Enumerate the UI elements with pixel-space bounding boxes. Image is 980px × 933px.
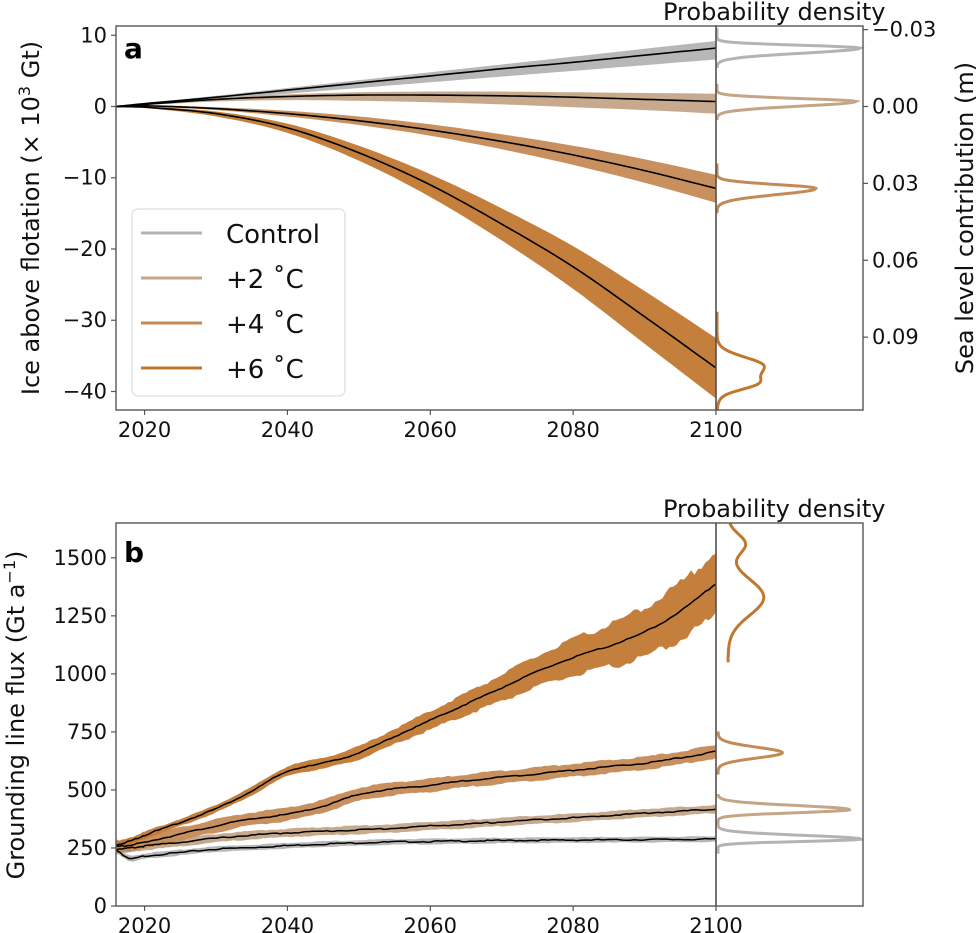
density-curve-2-c	[716, 794, 852, 826]
legend-label: Control	[226, 220, 320, 250]
legend: Control +2 ˚C +4 ˚C +6 ˚C	[131, 208, 346, 397]
panel-a-secondary-ylabel: Sea level contribution (m)	[951, 62, 979, 374]
x-tick-label: 2100	[689, 914, 742, 933]
panel-b-density-title: Probability density	[663, 495, 886, 523]
y-tick-label: 750	[67, 720, 107, 744]
band-4-c	[116, 105, 716, 203]
x-tick-label: 2040	[261, 418, 314, 442]
secondary-y-tick-label: 0.00	[872, 95, 919, 119]
legend-label: +4 ˚C	[226, 310, 304, 340]
y-tick-label: 500	[67, 778, 107, 802]
band-6-c	[116, 553, 716, 849]
x-tick-label: 2020	[118, 418, 171, 442]
density-curve-control	[716, 824, 864, 854]
panel-a-ylabel-tail: Gt)	[17, 41, 45, 86]
y-tick-label: 10	[80, 23, 107, 47]
band-control	[116, 41, 716, 107]
y-tick-label: 250	[67, 836, 107, 860]
x-tick-label: 2080	[546, 914, 599, 933]
y-tick-label: 0	[94, 95, 107, 119]
band-control	[116, 836, 716, 862]
density-curve-6-c	[726, 522, 766, 663]
mean-line-6-c	[115, 583, 717, 847]
secondary-y-tick-label: 0.03	[872, 171, 919, 195]
x-tick-label: 2060	[404, 418, 457, 442]
legend-entry-control: Control	[141, 220, 320, 250]
y-tick-label: 1250	[54, 604, 107, 628]
panel-b-ylabel-sup: −1	[0, 560, 19, 584]
legend-label: +6 ˚C	[226, 355, 304, 385]
y-tick-label: 1500	[54, 546, 107, 570]
panel-a-y-axis: 10 0 −10 −20 −30 −40	[63, 23, 116, 403]
panel-b-mean-lines	[115, 583, 717, 860]
legend-label: +2 ˚C	[226, 265, 304, 295]
y-tick-label: −30	[63, 308, 107, 332]
x-tick-label: 2080	[546, 418, 599, 442]
mean-line-4-c	[115, 750, 717, 848]
panel-b-ylabel-tail: )	[2, 551, 30, 560]
band-4-c	[116, 745, 716, 855]
panel-a-label: a	[124, 32, 143, 65]
secondary-y-tick-label: 0.09	[872, 325, 919, 349]
y-tick-label: −40	[63, 379, 107, 403]
panel-a-x-axis: 2020 2040 2060 2080 2100	[118, 410, 743, 442]
density-curve-4-c	[716, 731, 784, 775]
x-tick-label: 2040	[261, 914, 314, 933]
y-tick-label: 0	[94, 894, 107, 918]
mean-line-2-c	[115, 94, 717, 108]
x-tick-label: 2020	[118, 914, 171, 933]
legend-entry-4-c: +4 ˚C	[141, 310, 304, 340]
mean-line-2-c	[116, 808, 717, 851]
panel-b-density-curves	[716, 522, 864, 854]
panel-a-density-title: Probability density	[663, 0, 886, 26]
density-curve-4-c	[715, 163, 819, 214]
panel-b-y-axis: 0 250 500 750 1000 1250 1500	[54, 546, 116, 918]
panel-b-label: b	[124, 536, 144, 569]
x-tick-label: 2060	[404, 914, 457, 933]
mean-line-6-c	[115, 105, 717, 369]
panel-a-ylabel: Ice above flotation (× 103 Gt)	[15, 41, 45, 395]
x-tick-label: 2100	[689, 418, 742, 442]
secondary-y-tick-label: 0.06	[872, 248, 919, 272]
panel-b: 2020 2040 2060 2080 2100 0 250 500 750 1000 1250 1…	[0, 495, 886, 933]
panel-a-ylabel-main: Ice above flotation (× 10	[17, 96, 45, 395]
y-tick-label: −20	[63, 237, 107, 261]
panel-a-density-curves	[715, 28, 865, 411]
panel-b-x-axis: 2020 2040 2060 2080 2100	[118, 906, 743, 933]
y-tick-label: −10	[63, 166, 107, 190]
legend-entry-6-c: +6 ˚C	[141, 355, 304, 385]
panel-b-ylabel-main: Grounding line flux (Gt a	[2, 584, 30, 880]
panel-a-density-frame	[715, 25, 864, 411]
density-curve-6-c	[715, 311, 766, 411]
density-curve-2-c	[715, 83, 862, 121]
panel-a-secondary-y-axis: −0.03 0.00 0.03 0.06 0.09	[863, 18, 936, 349]
legend-entry-2-c: +2 ˚C	[141, 265, 304, 295]
secondary-y-tick-label: −0.03	[872, 18, 936, 42]
panel-b-ylabel: Grounding line flux (Gt a−1)	[0, 551, 30, 880]
panel-b-uncertainty-bands	[116, 553, 716, 862]
panel-a-ylabel-sup: 3	[15, 86, 34, 96]
mean-line-control	[115, 837, 717, 860]
mean-line-4-c	[115, 105, 717, 190]
panel-b-density-frame	[715, 522, 864, 907]
y-tick-label: 1000	[54, 662, 107, 686]
band-2-c	[116, 804, 716, 854]
legend-box	[131, 208, 346, 397]
panel-a-mean-lines	[115, 47, 717, 369]
panel-a: 2020 2040 2060 2080 2100 10 0 −10 −20 −30 −40 −0.…	[15, 0, 979, 442]
mean-line-control	[115, 47, 717, 108]
density-curve-control	[715, 28, 865, 68]
